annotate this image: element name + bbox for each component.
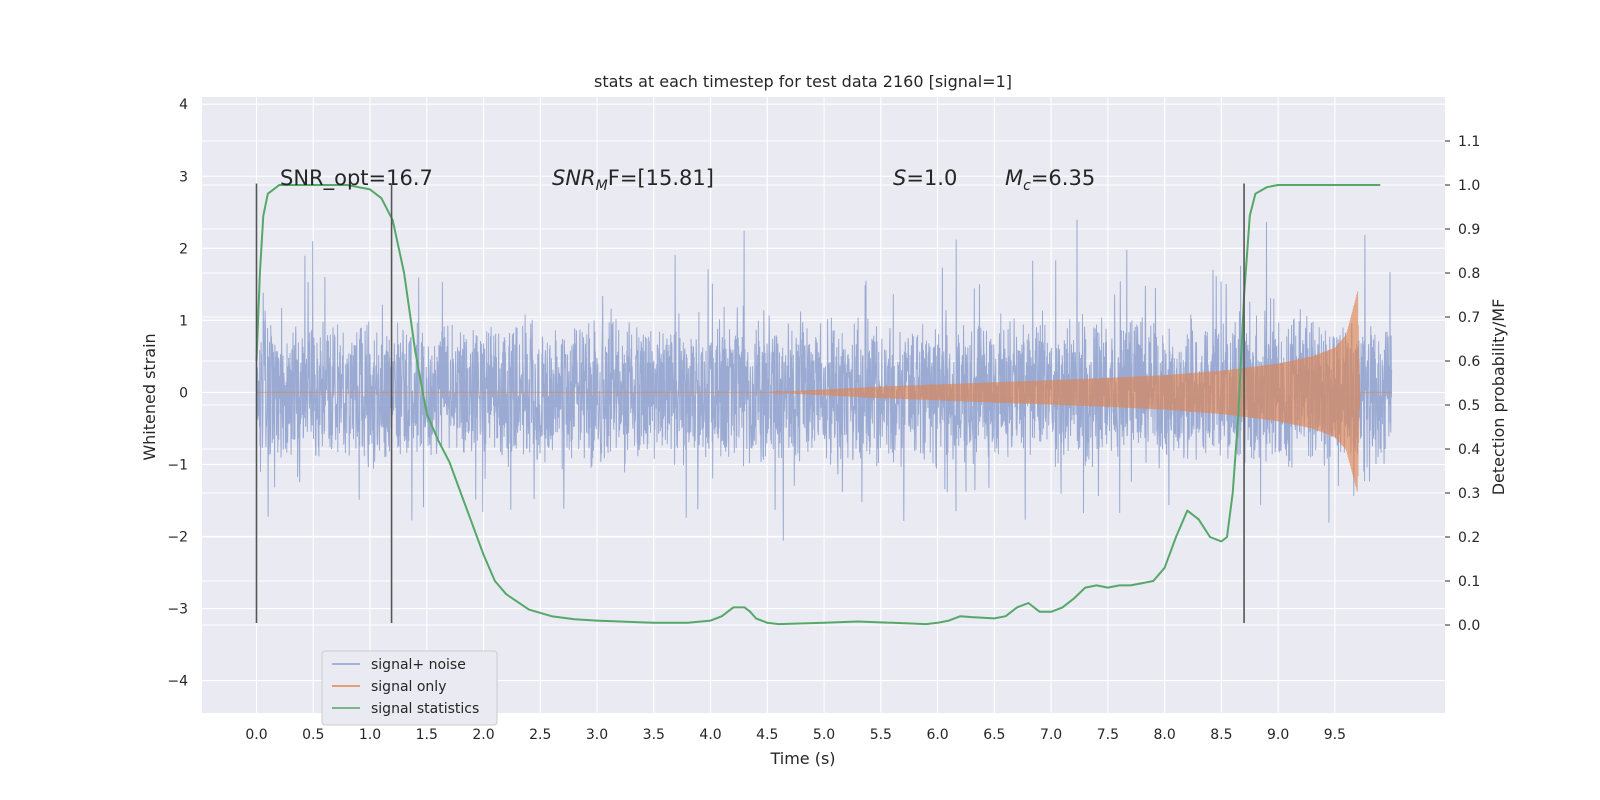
- snr-mf-annotation: SNRMF=[15.81]: [552, 166, 714, 194]
- y-right-tick-label: 1.0: [1458, 178, 1480, 194]
- y-right-tick-label: 1.1: [1458, 134, 1480, 150]
- x-tick-label: 8.0: [1153, 727, 1175, 743]
- y-right-tick-label: 0.3: [1458, 486, 1480, 502]
- y-tick-label: −4: [167, 674, 188, 690]
- y-right-tick-label: 0.9: [1458, 222, 1480, 238]
- legend-label-stats: signal statistics: [371, 701, 479, 717]
- s-value: =1.0: [906, 166, 957, 190]
- mc-symbol: M: [1005, 166, 1023, 190]
- x-tick-label: 9.5: [1324, 727, 1346, 743]
- x-tick-label: 0.0: [245, 727, 267, 743]
- marker-lines: [255, 183, 1245, 623]
- x-tick-label: 0.5: [302, 727, 324, 743]
- x-tick-label: 1.5: [416, 727, 438, 743]
- x-tick-label: 7.0: [1040, 727, 1062, 743]
- x-axis-label: Time (s): [769, 749, 835, 768]
- y-right-tick-label: 0.1: [1458, 574, 1480, 590]
- snr-mf-subscript: M: [596, 178, 608, 194]
- x-tick-label: 1.0: [359, 727, 381, 743]
- y-axis-label-right: Detection probability/MF: [1489, 299, 1508, 496]
- y-right-tick-label: 0.7: [1458, 310, 1480, 326]
- y-right-tick-label: 0.2: [1458, 530, 1480, 546]
- x-tick-label: 4.0: [699, 727, 721, 743]
- y-axis-label: Whitened strain: [140, 333, 159, 460]
- chart-title: stats at each timestep for test data 216…: [594, 72, 1012, 91]
- x-tick-label: 9.0: [1267, 727, 1289, 743]
- y-right-tick-label: 0.4: [1458, 442, 1480, 458]
- y-tick-label: 1: [179, 313, 188, 329]
- series-signal-statistics: [255, 184, 1381, 626]
- legend-label-noise: signal+ noise: [371, 657, 466, 673]
- y-right-tick-label: 0.6: [1458, 354, 1480, 370]
- y-tick-label: −3: [167, 602, 188, 618]
- series-signal-only: [256, 291, 1392, 492]
- legend: signal+ noise signal only signal statist…: [321, 650, 498, 726]
- y-tick-label: 2: [179, 241, 188, 257]
- x-tick-label: 5.0: [813, 727, 835, 743]
- tick-labels: 0.0 0.5 1.0 1.5 2.0 2.5 3.0 3.5 4.0 4.5 5.0 5.5 6.0 6…: [167, 97, 1480, 743]
- snr-opt-annotation: SNR_opt=16.7: [280, 166, 433, 191]
- annotations: SNR_opt=16.7 SNRMF=[15.81] S=1.0 Mc=6.35: [280, 166, 1095, 194]
- s-annotation: S=1.0: [893, 166, 957, 190]
- y-tick-label: −2: [167, 529, 188, 545]
- legend-label-signal: signal only: [371, 679, 446, 695]
- y-tick-label: −1: [167, 457, 188, 473]
- series-signal-noise: [256, 219, 1393, 541]
- x-tick-label: 6.0: [926, 727, 948, 743]
- x-tick-label: 3.0: [586, 727, 608, 743]
- x-tick-label: 5.5: [870, 727, 892, 743]
- y-tick-label: 4: [179, 97, 188, 113]
- snr-mf-symbol: SNR: [552, 166, 596, 190]
- s-symbol: S: [893, 166, 906, 190]
- x-tick-label: 7.5: [1097, 727, 1119, 743]
- x-tick-label: 2.0: [472, 727, 494, 743]
- y-right-tick-label: 0.5: [1458, 398, 1480, 414]
- x-tick-label: 8.5: [1210, 727, 1232, 743]
- legend-box: [321, 650, 498, 726]
- x-tick-label: 3.5: [643, 727, 665, 743]
- mc-value: =6.35: [1031, 166, 1095, 190]
- x-tick-label: 4.5: [756, 727, 778, 743]
- mc-annotation: Mc=6.35: [1005, 166, 1095, 194]
- y-right-tick-label: 0.0: [1458, 618, 1480, 634]
- plot-series: [255, 184, 1393, 626]
- snr-mf-value: F=[15.81]: [608, 166, 714, 190]
- y-right-tick-label: 0.8: [1458, 266, 1480, 282]
- y-tick-label: 3: [179, 169, 188, 185]
- x-tick-label: 6.5: [983, 727, 1005, 743]
- y-tick-label: 0: [179, 385, 188, 401]
- x-tick-label: 2.5: [529, 727, 551, 743]
- mc-subscript: c: [1023, 178, 1031, 194]
